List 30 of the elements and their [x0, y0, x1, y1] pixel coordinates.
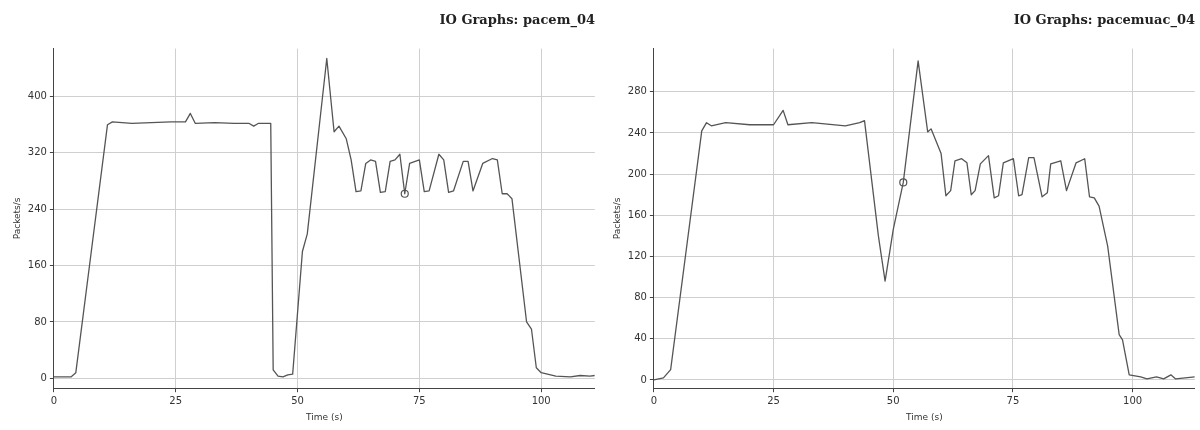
- x-tick-label: 25: [169, 394, 183, 406]
- y-tick-label: 0: [40, 371, 47, 383]
- chart-title: IO Graphs: pacemuac_04: [1013, 12, 1195, 29]
- x-tick-label: 50: [886, 394, 900, 406]
- y-axis-title: Packets/s: [611, 197, 622, 240]
- x-tick-label: 75: [1006, 394, 1020, 406]
- x-tick-label: 100: [1123, 394, 1143, 406]
- x-axis-title: Time (s): [905, 411, 943, 422]
- y-tick-label: 80: [34, 315, 47, 327]
- y-tick-label: 280: [627, 85, 647, 97]
- y-tick-label: 40: [634, 332, 647, 344]
- y-tick-label: 80: [634, 291, 647, 303]
- y-tick-label: 160: [627, 208, 647, 220]
- chart-title: IO Graphs: pacem_04: [439, 12, 595, 29]
- y-tick-label: 120: [627, 250, 647, 262]
- x-tick-label: 50: [291, 394, 304, 406]
- y-tick-label: 200: [627, 167, 647, 179]
- x-tick-label: 0: [50, 394, 58, 406]
- y-tick-label: 240: [27, 202, 47, 214]
- y-tick-label: 400: [27, 90, 47, 102]
- x-axis-title: Time (s): [305, 411, 343, 422]
- y-axis-title: Packets/s: [11, 197, 22, 240]
- y-tick-label: 240: [627, 126, 647, 138]
- y-tick-label: 160: [27, 259, 47, 271]
- y-tick-label: 0: [640, 373, 647, 385]
- x-tick-label: 0: [650, 394, 658, 406]
- x-tick-label: 75: [413, 394, 426, 406]
- y-tick-label: 320: [27, 146, 47, 158]
- x-tick-label: 100: [531, 394, 551, 406]
- x-tick-label: 25: [767, 394, 780, 406]
